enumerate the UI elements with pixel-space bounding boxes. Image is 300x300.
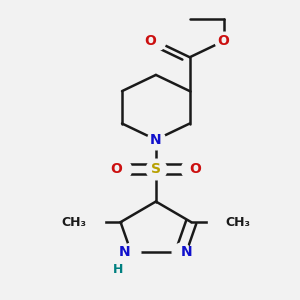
Point (84, 220, 89, 224)
Point (187, 167, 192, 172)
Text: O: O (218, 34, 230, 48)
Text: N: N (119, 244, 131, 259)
Text: CH₃: CH₃ (62, 216, 87, 229)
Point (223, 220, 227, 224)
Point (120, 167, 124, 172)
Point (178, 249, 183, 254)
Text: N: N (150, 133, 162, 147)
Text: CH₃: CH₃ (225, 216, 250, 229)
Point (154, 167, 158, 172)
Text: H: H (112, 263, 123, 276)
Text: N: N (181, 244, 193, 259)
Point (154, 39, 158, 44)
Text: O: O (144, 34, 156, 48)
Point (128, 249, 133, 254)
Text: S: S (151, 162, 161, 176)
Text: O: O (190, 162, 202, 176)
Point (221, 39, 226, 44)
Point (154, 137, 158, 142)
Text: O: O (110, 162, 122, 176)
